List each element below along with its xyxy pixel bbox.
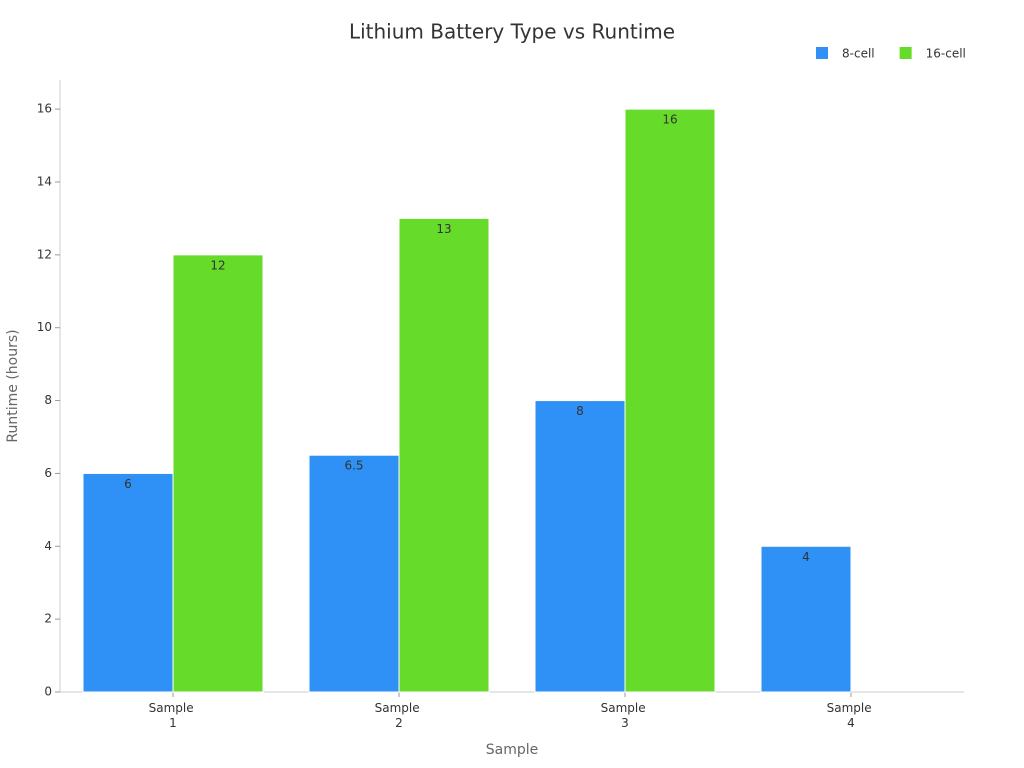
y-tick-label: 4: [44, 539, 52, 553]
x-tick-label: Sample 1: [149, 701, 198, 730]
y-tick-label: 8: [44, 393, 52, 407]
bar: [398, 217, 490, 693]
value-label: 6.5: [344, 459, 363, 473]
x-tick-label: Sample 3: [601, 701, 650, 730]
y-axis-label: Runtime (hours): [5, 329, 21, 442]
bar: [624, 108, 716, 693]
value-label: 6: [124, 477, 132, 491]
value-label: 8: [576, 404, 584, 418]
legend-swatch: [816, 47, 828, 59]
x-tick-label: Sample 4: [827, 701, 876, 730]
y-tick-label: 12: [37, 247, 52, 261]
bar: [308, 454, 400, 693]
bar: [534, 400, 626, 693]
bar: [172, 254, 264, 693]
value-label: 16: [662, 113, 677, 127]
bar: [760, 545, 852, 693]
legend-label: 16-cell: [926, 47, 966, 61]
bar: [82, 472, 174, 693]
chart-title: Lithium Battery Type vs Runtime: [349, 20, 675, 44]
y-tick-label: 14: [37, 175, 52, 189]
x-axis-label: Sample: [486, 742, 539, 758]
y-tick-label: 0: [44, 685, 52, 699]
value-label: 13: [436, 222, 451, 236]
y-tick-label: 2: [44, 612, 52, 626]
y-tick-label: 10: [37, 320, 52, 334]
x-tick-label: Sample 2: [375, 701, 424, 730]
legend-label: 8-cell: [842, 47, 875, 61]
legend-swatch: [899, 47, 912, 59]
value-label: 4: [802, 550, 810, 564]
value-label: 12: [210, 258, 225, 272]
y-tick-label: 6: [44, 466, 52, 480]
y-tick-label: 16: [37, 102, 52, 116]
